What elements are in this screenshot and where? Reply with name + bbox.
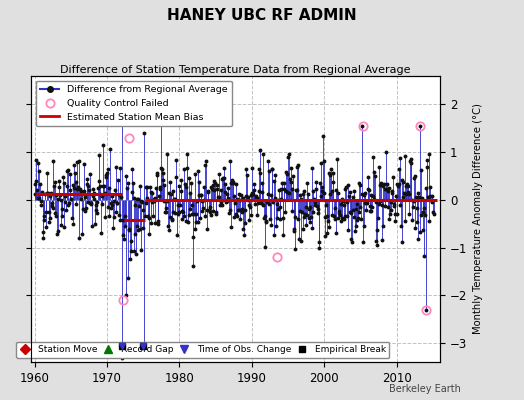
Title: Difference of Station Temperature Data from Regional Average: Difference of Station Temperature Data f…	[60, 65, 411, 75]
Y-axis label: Monthly Temperature Anomaly Difference (°C): Monthly Temperature Anomaly Difference (…	[473, 104, 483, 334]
Text: HANEY UBC RF ADMIN: HANEY UBC RF ADMIN	[167, 8, 357, 23]
Legend: Station Move, Record Gap, Time of Obs. Change, Empirical Break: Station Move, Record Gap, Time of Obs. C…	[16, 342, 389, 358]
Text: Berkeley Earth: Berkeley Earth	[389, 384, 461, 394]
